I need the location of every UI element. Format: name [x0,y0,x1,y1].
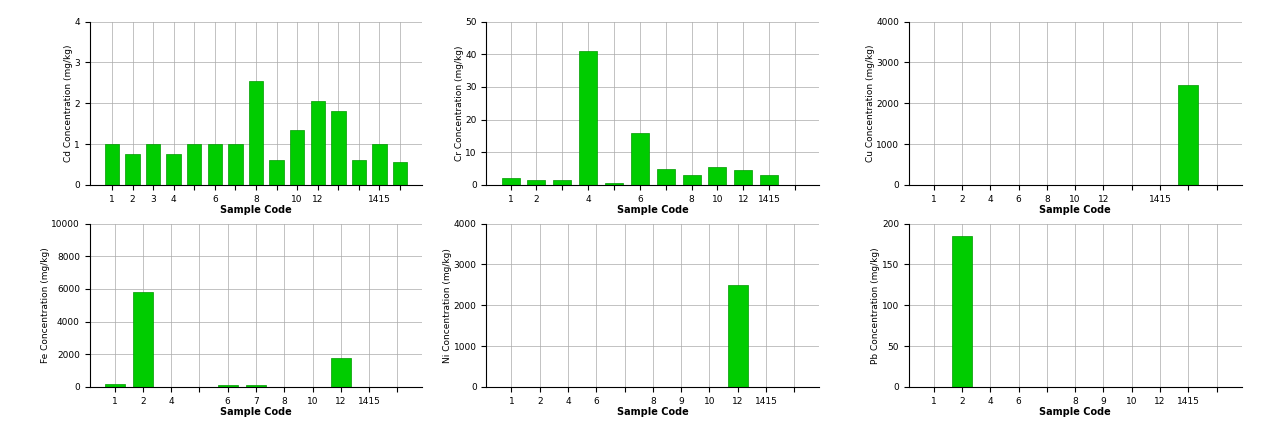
Bar [631,132,649,185]
Y-axis label: Fe Concentration (mg/kg): Fe Concentration (mg/kg) [41,247,50,363]
Bar [393,163,407,185]
Bar [146,144,160,185]
X-axis label: Sample Code: Sample Code [1039,407,1111,417]
X-axis label: Sample Code: Sample Code [617,407,689,417]
Bar [605,183,623,185]
Y-axis label: Cu Concentration (mg/kg): Cu Concentration (mg/kg) [865,44,874,162]
Bar [246,385,266,387]
Bar [125,154,140,185]
Bar [187,144,201,185]
Bar [311,101,325,185]
Bar [952,236,972,387]
X-axis label: Sample Code: Sample Code [617,205,689,215]
X-axis label: Sample Code: Sample Code [220,407,292,417]
Bar [228,144,243,185]
Bar [682,175,700,185]
Bar [527,180,545,185]
Bar [291,130,305,185]
Bar [166,154,180,185]
Bar [579,51,598,185]
Bar [133,292,152,387]
X-axis label: Sample Code: Sample Code [1039,205,1111,215]
X-axis label: Sample Code: Sample Code [220,205,292,215]
Bar [657,169,675,185]
Bar [248,81,264,185]
Bar [735,170,753,185]
Bar [352,160,366,185]
Bar [105,144,119,185]
Bar [502,178,520,185]
Bar [708,167,727,185]
Bar [332,111,346,185]
Bar [760,175,778,185]
Bar [105,384,124,387]
Bar [728,285,748,387]
Y-axis label: Ni Concentration (mg/kg): Ni Concentration (mg/kg) [443,248,452,363]
Bar [332,358,351,387]
Y-axis label: Cd Concentration (mg/kg): Cd Concentration (mg/kg) [64,44,73,162]
Bar [218,385,238,387]
Bar [269,160,284,185]
Bar [207,144,221,185]
Bar [1179,85,1198,185]
Bar [372,144,387,185]
Y-axis label: Pb Concentration (mg/kg): Pb Concentration (mg/kg) [872,247,881,364]
Y-axis label: Cr Concentration (mg/kg): Cr Concentration (mg/kg) [454,46,463,161]
Bar [553,180,571,185]
